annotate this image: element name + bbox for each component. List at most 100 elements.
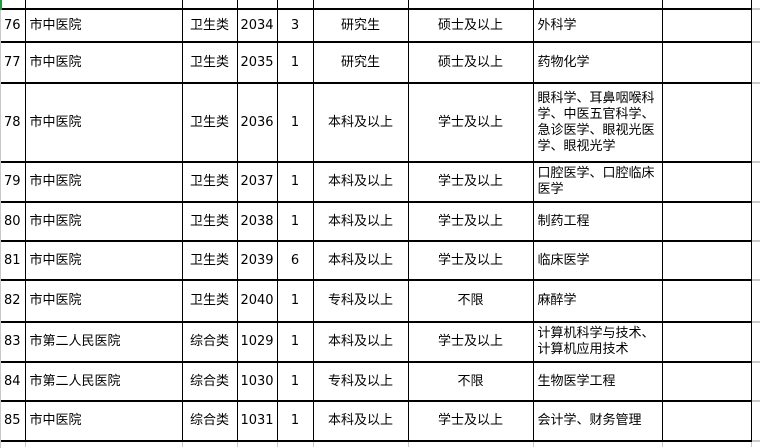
cell-major[interactable]: 麻醉学	[532, 279, 663, 323]
partial-cell	[276, 0, 314, 10]
cell-note[interactable]	[661, 8, 752, 43]
cell-row-number[interactable]: 78	[0, 82, 26, 163]
cell-headcount[interactable]: 1	[276, 400, 314, 442]
cell-row-number[interactable]: 81	[0, 240, 26, 281]
cell-row-number[interactable]: 82	[0, 279, 26, 323]
cell-code[interactable]: 2038	[236, 201, 278, 242]
cell-row-number[interactable]: 83	[0, 321, 26, 363]
cell-hospital[interactable]: 市中医院	[24, 400, 183, 442]
cell-education[interactable]: 本科及以上	[312, 201, 409, 242]
cell-category[interactable]: 卫生类	[181, 82, 238, 163]
partial-cell	[0, 441, 26, 447]
cell-education[interactable]: 专科及以上	[312, 279, 409, 323]
cell-major[interactable]: 会计学、财务管理	[532, 400, 663, 442]
cell-headcount[interactable]: 3	[276, 8, 314, 43]
cell-hospital[interactable]: 市第二人民医院	[24, 361, 183, 402]
cell-code[interactable]: 2034	[236, 8, 278, 43]
cell-major[interactable]: 药物化学	[532, 41, 663, 84]
cell-degree[interactable]: 不限	[407, 361, 534, 402]
cell-code[interactable]: 1030	[236, 361, 278, 402]
cell-education[interactable]: 本科及以上	[312, 82, 409, 163]
cell-category[interactable]: 综合类	[181, 400, 238, 442]
cell-code[interactable]: 2039	[236, 240, 278, 281]
cell-education[interactable]: 专科及以上	[312, 361, 409, 402]
cell-code[interactable]: 1029	[236, 321, 278, 363]
cell-headcount[interactable]: 1	[276, 201, 314, 242]
cell-major[interactable]: 生物医学工程	[532, 361, 663, 402]
cell-note[interactable]	[661, 279, 752, 323]
cell-hospital[interactable]: 市中医院	[24, 41, 183, 84]
cell-degree[interactable]: 学士及以上	[407, 321, 534, 363]
cell-education[interactable]: 研究生	[312, 41, 409, 84]
cell-category[interactable]: 卫生类	[181, 240, 238, 281]
grid-filler	[750, 42, 760, 84]
cell-major[interactable]: 计算机科学与技术、计算机应用技术	[532, 321, 663, 363]
cell-degree[interactable]: 不限	[407, 279, 534, 323]
cell-degree[interactable]: 硕士及以上	[407, 41, 534, 84]
cell-degree[interactable]: 学士及以上	[407, 201, 534, 242]
cell-major[interactable]: 临床医学	[532, 240, 663, 281]
cell-note[interactable]	[661, 201, 752, 242]
cell-hospital[interactable]: 市中医院	[24, 201, 183, 242]
cell-degree[interactable]: 学士及以上	[407, 240, 534, 281]
cell-category[interactable]: 卫生类	[181, 279, 238, 323]
cell-education[interactable]: 本科及以上	[312, 400, 409, 442]
cell-hospital[interactable]: 市中医院	[24, 8, 183, 43]
cell-row-number[interactable]: 79	[0, 161, 26, 203]
cell-row-number[interactable]: 77	[0, 41, 26, 84]
cell-hospital[interactable]: 市中医院	[24, 240, 183, 281]
cell-note[interactable]	[661, 82, 752, 163]
cell-degree[interactable]: 学士及以上	[407, 82, 534, 163]
cell-category[interactable]: 卫生类	[181, 161, 238, 203]
table-row: 78 市中医院 卫生类 2036 1 本科及以上 学士及以上 眼科学、耳鼻咽喉科…	[0, 82, 760, 163]
cell-education[interactable]: 本科及以上	[312, 240, 409, 281]
cell-note[interactable]	[661, 400, 752, 442]
partial-cell	[407, 0, 534, 10]
cell-headcount[interactable]: 1	[276, 41, 314, 84]
partial-cell	[237, 441, 278, 447]
cell-category[interactable]: 卫生类	[181, 8, 238, 43]
cell-headcount[interactable]: 1	[276, 321, 314, 363]
cell-headcount[interactable]: 1	[276, 161, 314, 203]
cell-hospital[interactable]: 市中医院	[24, 82, 183, 163]
cell-category[interactable]: 综合类	[181, 361, 238, 402]
cell-code[interactable]: 2037	[236, 161, 278, 203]
cell-code[interactable]: 2040	[236, 279, 278, 323]
cell-row-number[interactable]: 80	[0, 201, 26, 242]
grid-filler	[750, 280, 760, 323]
cell-hospital[interactable]: 市中医院	[24, 161, 183, 203]
cell-code[interactable]: 2036	[236, 82, 278, 163]
cell-education[interactable]: 研究生	[312, 8, 409, 43]
cell-category[interactable]: 综合类	[181, 321, 238, 363]
cell-headcount[interactable]: 6	[276, 240, 314, 281]
cell-degree[interactable]: 学士及以上	[407, 161, 534, 203]
cell-major[interactable]: 外科学	[532, 8, 663, 43]
cell-hospital[interactable]: 市中医院	[24, 279, 183, 323]
cell-hospital[interactable]: 市第二人民医院	[24, 321, 183, 363]
cell-education[interactable]: 本科及以上	[312, 161, 409, 203]
cell-note[interactable]	[661, 361, 752, 402]
cell-code[interactable]: 1031	[236, 400, 278, 442]
cell-note[interactable]	[661, 161, 752, 203]
partial-cell	[25, 441, 183, 447]
cell-education[interactable]: 本科及以上	[312, 321, 409, 363]
cell-row-number[interactable]: 84	[0, 361, 26, 402]
cell-headcount[interactable]: 1	[276, 361, 314, 402]
partial-cell	[408, 441, 534, 447]
cell-row-number[interactable]: 85	[0, 400, 26, 442]
cell-code[interactable]: 2035	[236, 41, 278, 84]
cell-major[interactable]: 口腔医学、口腔临床医学	[532, 161, 663, 203]
cell-note[interactable]	[661, 41, 752, 84]
cell-major[interactable]: 眼科学、耳鼻咽喉科学、中医五官科学、急诊医学、眼视光医学、眼视光学	[532, 82, 663, 163]
cell-note[interactable]	[661, 321, 752, 363]
cell-headcount[interactable]: 1	[276, 279, 314, 323]
cell-category[interactable]: 卫生类	[181, 201, 238, 242]
partial-cell	[182, 441, 238, 447]
cell-note[interactable]	[661, 240, 752, 281]
cell-row-number[interactable]: 76	[0, 8, 26, 43]
cell-headcount[interactable]: 1	[276, 82, 314, 163]
cell-degree[interactable]: 硕士及以上	[407, 8, 534, 43]
cell-major[interactable]: 制药工程	[532, 201, 663, 242]
cell-category[interactable]: 卫生类	[181, 41, 238, 84]
cell-degree[interactable]: 学士及以上	[407, 400, 534, 442]
